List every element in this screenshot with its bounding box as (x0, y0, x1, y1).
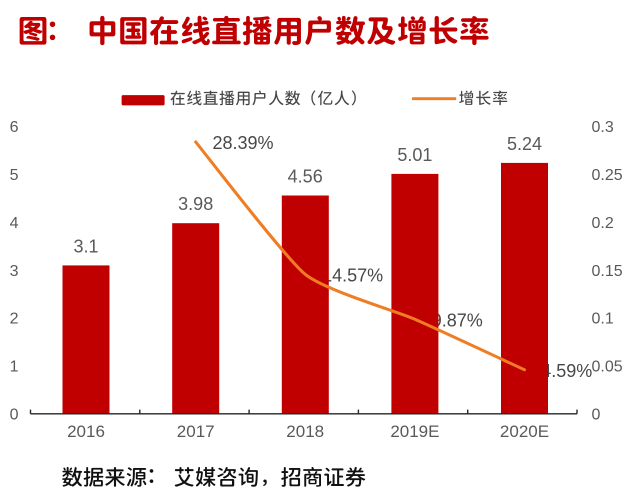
svg-text:4: 4 (10, 215, 19, 232)
svg-text:0: 0 (10, 407, 19, 424)
svg-text:3.98: 3.98 (178, 194, 213, 214)
svg-text:0.25: 0.25 (592, 167, 623, 184)
svg-text:1: 1 (10, 359, 19, 376)
svg-text:2020E: 2020E (500, 422, 549, 441)
svg-text:28.39%: 28.39% (213, 133, 274, 153)
svg-text:0.3: 0.3 (592, 119, 614, 136)
svg-text:5.01: 5.01 (397, 145, 432, 165)
svg-text:4.59%: 4.59% (541, 361, 592, 381)
svg-text:2018: 2018 (286, 422, 324, 441)
svg-text:3: 3 (10, 263, 19, 280)
svg-text:9.87%: 9.87% (432, 311, 483, 331)
svg-text:5: 5 (10, 167, 19, 184)
svg-text:0.1: 0.1 (592, 311, 614, 328)
svg-text:0: 0 (592, 407, 601, 424)
svg-text:5.24: 5.24 (507, 134, 542, 154)
svg-text:3.1: 3.1 (73, 236, 98, 256)
svg-text:14.57%: 14.57% (322, 266, 383, 286)
svg-text:0.15: 0.15 (592, 263, 623, 280)
svg-text:0.05: 0.05 (592, 359, 623, 376)
svg-text:2019E: 2019E (390, 422, 439, 441)
svg-text:0.2: 0.2 (592, 215, 614, 232)
svg-text:6: 6 (10, 119, 19, 136)
svg-text:2: 2 (10, 311, 19, 328)
svg-text:4.56: 4.56 (288, 167, 323, 187)
svg-text:2017: 2017 (177, 422, 215, 441)
svg-text:2016: 2016 (67, 422, 105, 441)
